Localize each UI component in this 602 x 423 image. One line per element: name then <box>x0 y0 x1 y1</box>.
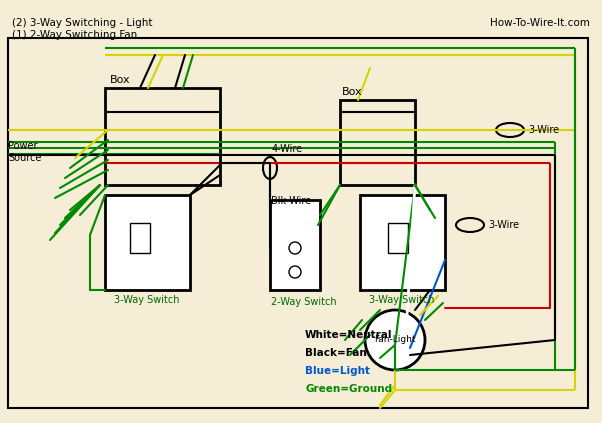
Text: 3-Wire: 3-Wire <box>488 220 519 230</box>
Text: How-To-Wire-It.com: How-To-Wire-It.com <box>490 18 590 28</box>
Bar <box>270 200 320 290</box>
Text: Green=Ground: Green=Ground <box>305 384 392 394</box>
Text: Fan-Light: Fan-Light <box>374 335 416 344</box>
Text: Power
Source: Power Source <box>8 141 42 163</box>
Ellipse shape <box>456 218 484 232</box>
Bar <box>8 38 588 408</box>
Bar <box>105 195 190 290</box>
Bar <box>340 100 415 185</box>
Circle shape <box>289 242 301 254</box>
Text: Blk Wire: Blk Wire <box>271 196 311 206</box>
Text: 3-Wire: 3-Wire <box>528 125 559 135</box>
Bar <box>388 223 408 253</box>
Text: 3-Way Switch: 3-Way Switch <box>369 295 435 305</box>
Text: 3-Way Switch: 3-Way Switch <box>114 295 180 305</box>
Circle shape <box>289 266 301 278</box>
Text: 4-Wire: 4-Wire <box>272 144 303 154</box>
Circle shape <box>365 310 425 370</box>
Text: Box: Box <box>342 87 362 97</box>
Text: White=Neutral: White=Neutral <box>305 330 393 340</box>
Text: Box: Box <box>110 75 131 85</box>
Text: Blue=Light: Blue=Light <box>305 366 370 376</box>
Text: 2-Way Switch: 2-Way Switch <box>271 297 337 307</box>
Text: Black=Fan: Black=Fan <box>305 348 367 358</box>
Bar <box>105 88 220 185</box>
Bar <box>360 195 445 290</box>
Ellipse shape <box>496 123 524 137</box>
Ellipse shape <box>263 157 277 179</box>
Bar <box>130 223 150 253</box>
Text: (2) 3-Way Switching - Light
(1) 2-Way Switching Fan: (2) 3-Way Switching - Light (1) 2-Way Sw… <box>12 18 152 40</box>
